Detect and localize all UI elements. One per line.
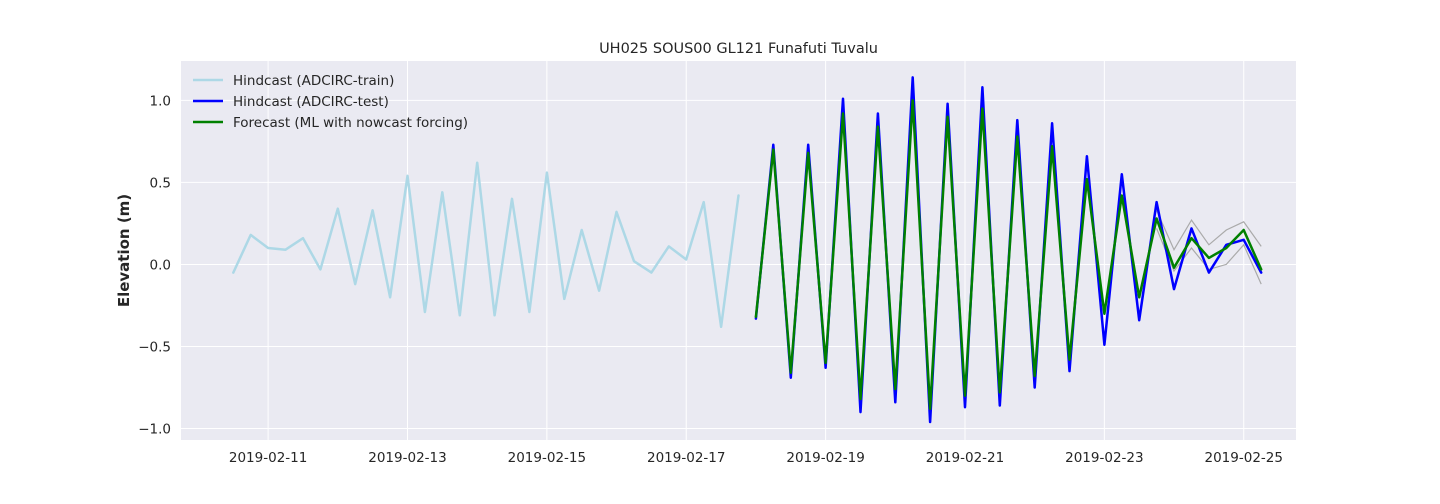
x-tick-label: 2019-02-11 xyxy=(229,450,307,466)
series-line-0 xyxy=(232,161,740,329)
legend-label: Hindcast (ADCIRC-test) xyxy=(233,94,389,110)
y-tick-label: −0.5 xyxy=(138,339,171,355)
x-tick-label: 2019-02-19 xyxy=(786,450,864,466)
band-upper-line xyxy=(1156,210,1262,252)
y-tick-label: 0.5 xyxy=(150,175,171,191)
x-axis-ticks: 2019-02-11 2019-02-13 2019-02-15 2019-02-17… xyxy=(229,450,1283,466)
x-tick-label: 2019-02-13 xyxy=(368,450,446,466)
y-tick-label: 1.0 xyxy=(150,93,171,109)
legend: Hindcast (ADCIRC-train) Hindcast (ADCIRC-… xyxy=(193,73,468,131)
grid xyxy=(181,61,1296,440)
x-tick-label: 2019-02-23 xyxy=(1065,450,1143,466)
x-tick-label: 2019-02-17 xyxy=(647,450,725,466)
y-tick-label: 0.0 xyxy=(150,257,171,273)
y-tick-label: −1.0 xyxy=(138,422,171,438)
legend-label: Hindcast (ADCIRC-train) xyxy=(233,73,394,89)
series-line-2 xyxy=(754,99,1263,411)
plot-background xyxy=(181,61,1296,440)
chart-title: UH025 SOUS00 GL121 Funafuti Tuvalu xyxy=(599,41,878,57)
y-axis-ticks: −1.0 −0.5 0.0 0.5 1.0 xyxy=(138,93,171,437)
x-tick-label: 2019-02-21 xyxy=(926,450,1004,466)
x-tick-label: 2019-02-15 xyxy=(508,450,586,466)
y-axis-label: Elevation (m) xyxy=(115,194,133,307)
x-tick-label: 2019-02-25 xyxy=(1205,450,1283,466)
legend-label: Forecast (ML with nowcast forcing) xyxy=(233,115,468,131)
series-lines xyxy=(232,76,1263,424)
